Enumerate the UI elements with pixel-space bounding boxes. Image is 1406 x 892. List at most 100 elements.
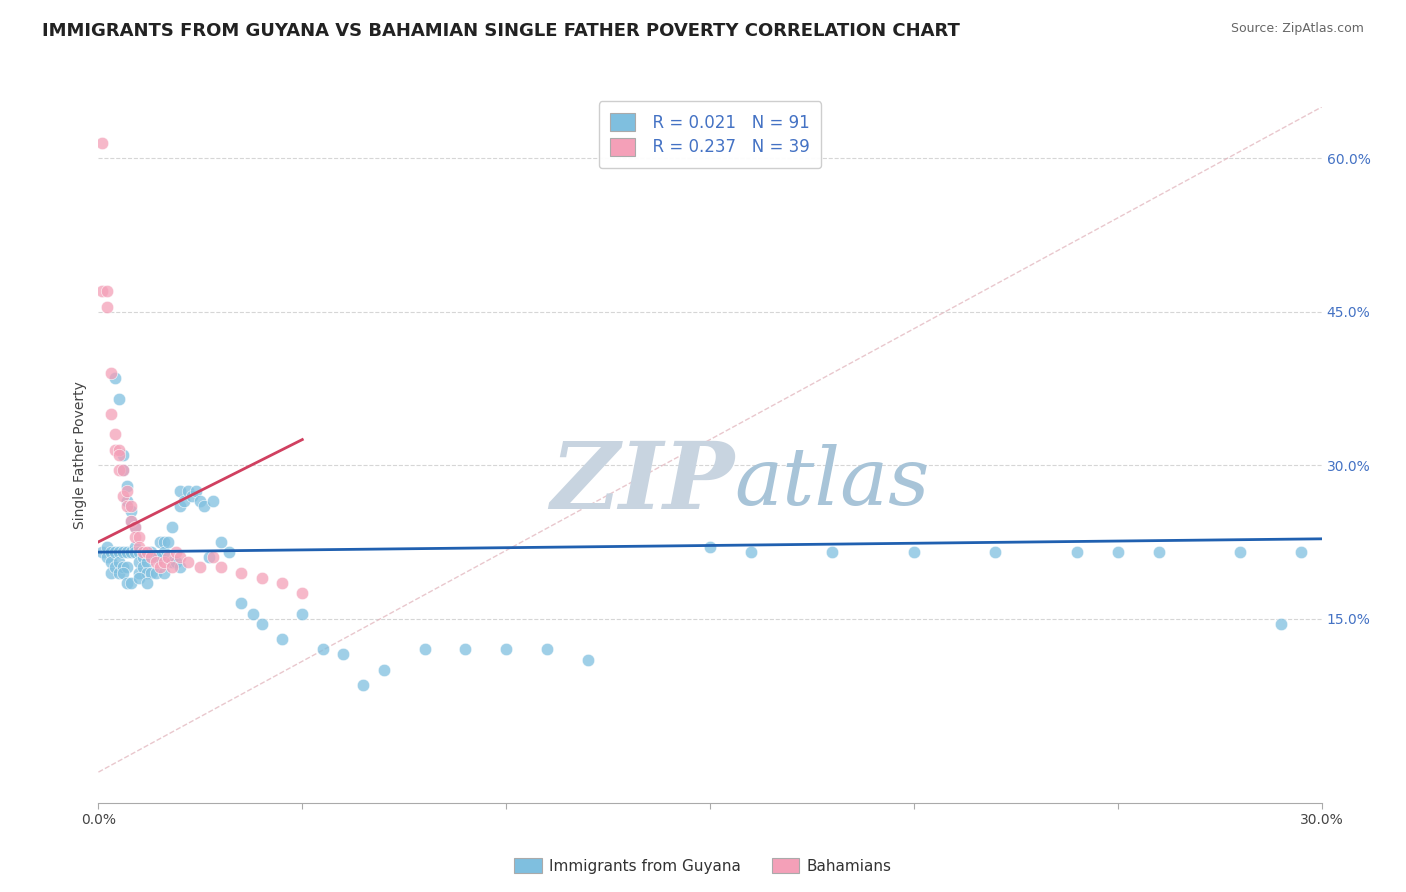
- Point: [181, 489, 204, 503]
- Point: [169, 499, 191, 513]
- Point: [152, 545, 174, 559]
- Point: [108, 566, 131, 580]
- Point: [128, 555, 150, 569]
- Point: [218, 545, 240, 559]
- Point: [108, 555, 131, 569]
- Point: [1066, 545, 1088, 559]
- Point: [169, 560, 191, 574]
- Point: [209, 560, 232, 574]
- Point: [141, 545, 163, 559]
- Point: [188, 494, 212, 508]
- Point: [1229, 545, 1251, 559]
- Point: [169, 550, 191, 565]
- Point: [1291, 545, 1313, 559]
- Y-axis label: Single Father Poverty: Single Father Poverty: [73, 381, 87, 529]
- Legend:   R = 0.021   N = 91,   R = 0.237   N = 39: R = 0.021 N = 91, R = 0.237 N = 39: [599, 102, 821, 168]
- Point: [495, 642, 517, 657]
- Point: [128, 530, 150, 544]
- Point: [132, 560, 155, 574]
- Point: [115, 494, 138, 508]
- Point: [152, 566, 174, 580]
- Point: [152, 534, 174, 549]
- Point: [120, 575, 142, 590]
- Point: [201, 494, 224, 508]
- Point: [250, 616, 273, 631]
- Point: [173, 494, 195, 508]
- Point: [100, 555, 122, 569]
- Point: [454, 642, 477, 657]
- Point: [104, 560, 127, 574]
- Point: [124, 545, 146, 559]
- Point: [96, 284, 118, 298]
- Point: [120, 499, 142, 513]
- Point: [100, 545, 122, 559]
- Point: [193, 499, 215, 513]
- Point: [111, 489, 134, 503]
- Point: [291, 607, 314, 621]
- Point: [124, 519, 146, 533]
- Point: [201, 550, 224, 565]
- Point: [242, 607, 264, 621]
- Point: [128, 540, 150, 554]
- Point: [149, 550, 172, 565]
- Point: [132, 545, 155, 559]
- Point: [120, 515, 142, 529]
- Point: [120, 504, 142, 518]
- Point: [209, 534, 232, 549]
- Point: [576, 652, 599, 666]
- Point: [91, 545, 114, 559]
- Point: [270, 632, 294, 646]
- Point: [160, 519, 183, 533]
- Point: [699, 540, 721, 554]
- Point: [104, 427, 127, 442]
- Point: [115, 499, 138, 513]
- Point: [96, 300, 118, 314]
- Point: [115, 560, 138, 574]
- Point: [291, 586, 314, 600]
- Point: [413, 642, 436, 657]
- Point: [128, 545, 150, 559]
- Point: [197, 550, 219, 565]
- Point: [186, 483, 208, 498]
- Point: [111, 560, 134, 574]
- Point: [145, 550, 167, 565]
- Point: [91, 136, 114, 150]
- Point: [312, 642, 335, 657]
- Text: atlas: atlas: [734, 444, 929, 522]
- Point: [100, 366, 122, 380]
- Point: [136, 545, 159, 559]
- Point: [96, 550, 118, 565]
- Point: [108, 392, 131, 406]
- Point: [100, 407, 122, 421]
- Point: [165, 555, 187, 569]
- Point: [984, 545, 1007, 559]
- Point: [104, 371, 127, 385]
- Point: [141, 566, 163, 580]
- Text: IMMIGRANTS FROM GUYANA VS BAHAMIAN SINGLE FATHER POVERTY CORRELATION CHART: IMMIGRANTS FROM GUYANA VS BAHAMIAN SINGL…: [42, 22, 960, 40]
- Point: [536, 642, 558, 657]
- Point: [115, 545, 138, 559]
- Point: [1270, 616, 1292, 631]
- Point: [124, 530, 146, 544]
- Point: [136, 575, 159, 590]
- Point: [120, 545, 142, 559]
- Point: [145, 566, 167, 580]
- Point: [136, 566, 159, 580]
- Point: [332, 648, 354, 662]
- Point: [100, 566, 122, 580]
- Point: [188, 560, 212, 574]
- Point: [373, 663, 395, 677]
- Point: [108, 442, 131, 457]
- Point: [149, 534, 172, 549]
- Point: [352, 678, 374, 692]
- Point: [104, 442, 127, 457]
- Point: [145, 550, 167, 565]
- Point: [91, 284, 114, 298]
- Point: [1107, 545, 1129, 559]
- Point: [740, 545, 762, 559]
- Point: [111, 566, 134, 580]
- Point: [177, 483, 200, 498]
- Point: [231, 566, 253, 580]
- Point: [128, 566, 150, 580]
- Point: [111, 463, 134, 477]
